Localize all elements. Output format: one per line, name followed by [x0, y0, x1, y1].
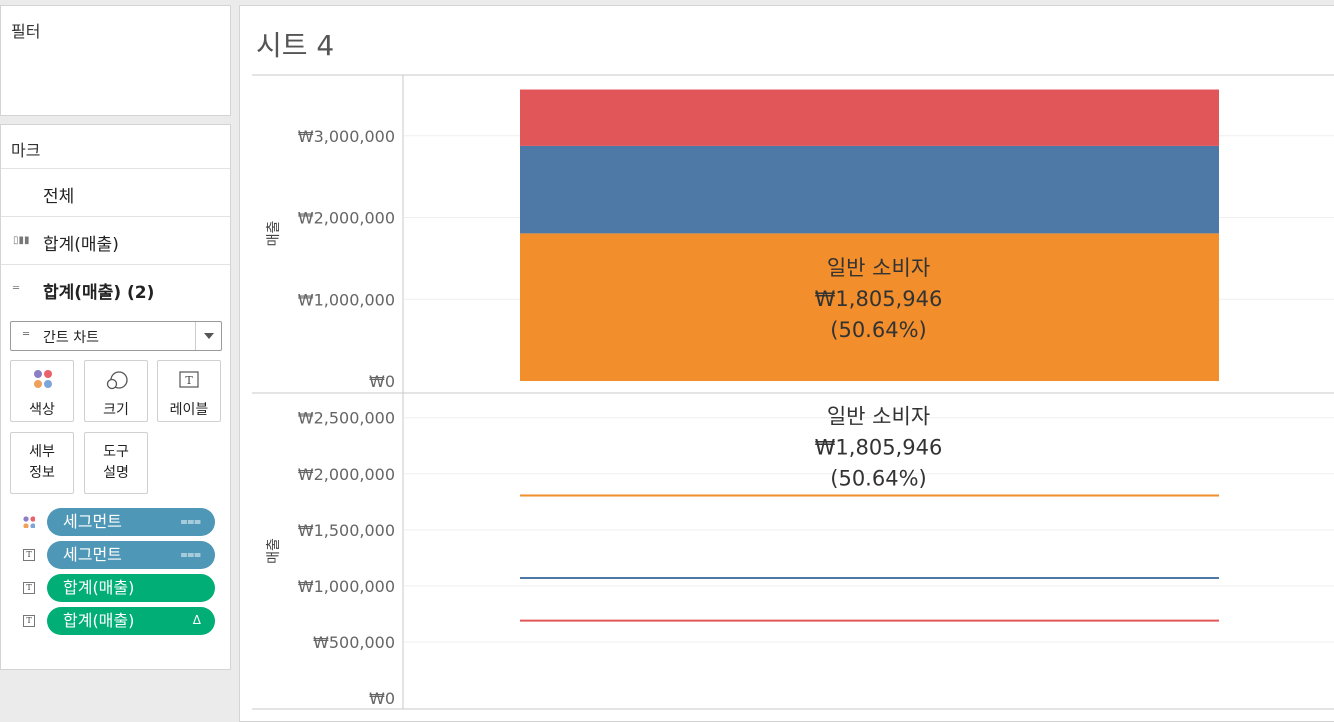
chevron-down-icon[interactable] — [195, 322, 221, 350]
pill-row-label-sum-sales-delta: T 합계(매출) Δ — [15, 607, 225, 635]
y-axis-title: 매출 — [266, 538, 282, 564]
pill-label: 세그먼트 — [63, 512, 122, 531]
data-label: ₩1,805,946 — [815, 436, 943, 460]
data-label: 일반 소비자 — [827, 405, 930, 429]
pill-row-label-sum-sales: T 합계(매출) — [15, 574, 225, 602]
text-label-icon: T — [23, 549, 35, 561]
text-label-icon: T — [23, 582, 35, 594]
data-label: (50.64%) — [830, 318, 926, 342]
marks-tab-label: 합계(매출) — [43, 235, 119, 255]
bar-chart-icon: ▯▮▮ — [13, 235, 30, 246]
label-label: 레이블 — [169, 402, 209, 418]
y-tick-label: ₩500,000 — [313, 633, 395, 652]
marks-title: 마크 — [11, 141, 41, 160]
gantt-icon: ═ — [13, 283, 20, 294]
mark-type-value: 간트 차트 — [43, 330, 99, 346]
pill-label: 세그먼트 — [63, 545, 122, 564]
label-button[interactable]: T 레이블 — [157, 360, 221, 422]
detail-button[interactable]: 세부 정보 — [10, 432, 74, 494]
detail-label: 세부 정보 — [29, 444, 55, 481]
stacked-bar-segment — [520, 233, 1219, 381]
svg-text:T: T — [185, 374, 193, 387]
sort-icon: ⩶ — [180, 514, 201, 528]
marks-tab-sum-sales-2[interactable]: ═ 합계(매출) (2) — [1, 264, 230, 312]
mark-type-select[interactable]: ═ 간트 차트 — [10, 321, 222, 351]
marks-card: 마크 전체 ▯▮▮ 합계(매출) ═ 합계(매출) (2) ═ 간트 차트 색상… — [0, 124, 231, 670]
data-label: ₩1,805,946 — [815, 287, 943, 311]
marks-tab-sum-sales[interactable]: ▯▮▮ 합계(매출) — [1, 216, 230, 264]
delta-icon: Δ — [192, 613, 201, 627]
y-tick-label: ₩1,000,000 — [298, 290, 395, 309]
color-label: 색상 — [29, 402, 55, 418]
data-label: (50.64%) — [830, 467, 926, 491]
y-tick-label: ₩1,500,000 — [298, 521, 395, 540]
tooltip-button[interactable]: 도구 설명 — [84, 432, 148, 494]
stacked-bar-segment — [520, 145, 1219, 234]
sort-icon: ⩶ — [180, 547, 201, 561]
y-axis-title: 매출 — [266, 221, 282, 247]
sheet-view: 시트 4 ₩0 ₩1,000,000 ₩2,000,000 ₩3,000,000 매출 일… — [239, 5, 1334, 722]
y-tick-label: ₩0 — [369, 372, 395, 391]
tooltip-label: 도구 설명 — [103, 444, 129, 481]
y-tick-label: ₩2,000,000 — [298, 209, 395, 228]
sum-sales-pill[interactable]: 합계(매출) — [47, 574, 215, 602]
sheet-title: 시트 4 — [256, 29, 335, 62]
text-label-icon: T — [179, 371, 199, 388]
segment-pill[interactable]: 세그먼트 ⩶ — [47, 508, 215, 536]
pill-label: 합계(매출) — [63, 578, 135, 597]
data-label: 일반 소비자 — [827, 256, 930, 280]
marks-tab-label: 합계(매출) (2) — [43, 283, 155, 303]
y-tick-label: ₩0 — [369, 689, 395, 708]
y-tick-label: ₩3,000,000 — [298, 127, 395, 146]
filter-shelf[interactable]: 필터 — [0, 5, 231, 116]
gantt-icon: ═ — [23, 329, 30, 340]
pill-row-label-segment: T 세그먼트 ⩶ — [15, 541, 225, 569]
color-dots-icon — [34, 370, 52, 388]
y-tick-label: ₩1,000,000 — [298, 577, 395, 596]
pill-label: 합계(매출) — [63, 611, 135, 630]
color-button[interactable]: 색상 — [10, 360, 74, 422]
size-button[interactable]: 크기 — [84, 360, 148, 422]
stacked-bar-segment — [520, 89, 1219, 146]
color-dots-icon — [23, 516, 35, 528]
y-tick-label: ₩2,500,000 — [298, 409, 395, 428]
marks-tab-label: 전체 — [43, 187, 75, 207]
size-label: 크기 — [103, 402, 129, 418]
pill-row-color-segment: 세그먼트 ⩶ — [15, 508, 225, 536]
segment-pill[interactable]: 세그먼트 ⩶ — [47, 541, 215, 569]
y-tick-label: ₩2,000,000 — [298, 465, 395, 484]
size-circles-icon — [106, 371, 128, 390]
marks-tab-all[interactable]: 전체 — [1, 168, 230, 216]
filter-title: 필터 — [11, 22, 41, 41]
text-label-icon: T — [23, 615, 35, 627]
sum-sales-delta-pill[interactable]: 합계(매출) Δ — [47, 607, 215, 635]
